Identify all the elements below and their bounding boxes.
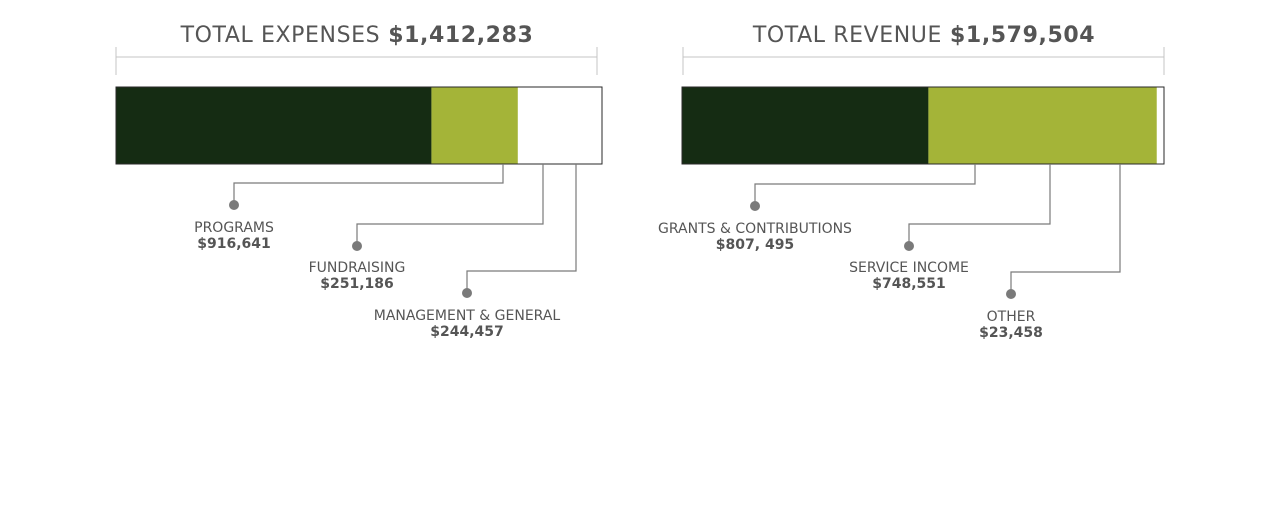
fundraising-dot <box>352 241 362 251</box>
service-label: SERVICE INCOME <box>849 260 969 276</box>
expenses-chart: TOTAL EXPENSES $1,412,283 PROGRAMS $916,6… <box>115 23 603 340</box>
programs-leader-line <box>233 164 504 205</box>
expenses-title: TOTAL EXPENSES $1,412,283 <box>180 23 534 48</box>
fundraising-value: $251,186 <box>320 276 394 292</box>
grants-dot <box>750 201 760 211</box>
expenses-title-prefix: TOTAL EXPENSES <box>180 23 381 48</box>
grants-leader-line <box>754 164 976 206</box>
service-leader-line <box>908 164 1051 246</box>
expenses-management-segment <box>517 87 603 164</box>
revenue-chart: TOTAL REVENUE $1,579,504 GRANTS & CONTRIB… <box>658 23 1165 341</box>
revenue-width-bracket <box>682 47 1165 75</box>
fundraising-label: FUNDRAISING <box>309 260 406 276</box>
other-dot <box>1006 289 1016 299</box>
service-value: $748,551 <box>872 276 946 292</box>
revenue-bar-frame <box>681 86 1165 165</box>
revenue-other-segment <box>1156 87 1164 164</box>
programs-value: $916,641 <box>197 236 271 252</box>
expenses-programs-segment <box>116 87 432 164</box>
revenue-title: TOTAL REVENUE $1,579,504 <box>752 23 1095 48</box>
expenses-title-amount: $1,412,283 <box>388 23 533 48</box>
revenue-title-amount: $1,579,504 <box>950 23 1095 48</box>
other-leader-line <box>1010 164 1121 294</box>
management-leader-line <box>466 164 577 293</box>
expenses-width-bracket <box>115 47 598 75</box>
revenue-service-segment <box>928 87 1157 164</box>
revenue-grants-segment <box>682 87 929 164</box>
grants-value: $807, 495 <box>716 237 794 253</box>
programs-label: PROGRAMS <box>194 220 274 236</box>
expenses-fundraising-segment <box>431 87 518 164</box>
management-value: $244,457 <box>430 324 504 340</box>
programs-dot <box>229 200 239 210</box>
management-dot <box>462 288 472 298</box>
other-label: OTHER <box>987 309 1036 325</box>
revenue-title-prefix: TOTAL REVENUE <box>752 23 942 48</box>
management-label: MANAGEMENT & GENERAL <box>374 308 561 324</box>
service-dot <box>904 241 914 251</box>
grants-label: GRANTS & CONTRIBUTIONS <box>658 221 852 237</box>
fundraising-leader-line <box>356 164 544 246</box>
other-value: $23,458 <box>979 325 1043 341</box>
expenses-bar-frame <box>115 86 603 165</box>
